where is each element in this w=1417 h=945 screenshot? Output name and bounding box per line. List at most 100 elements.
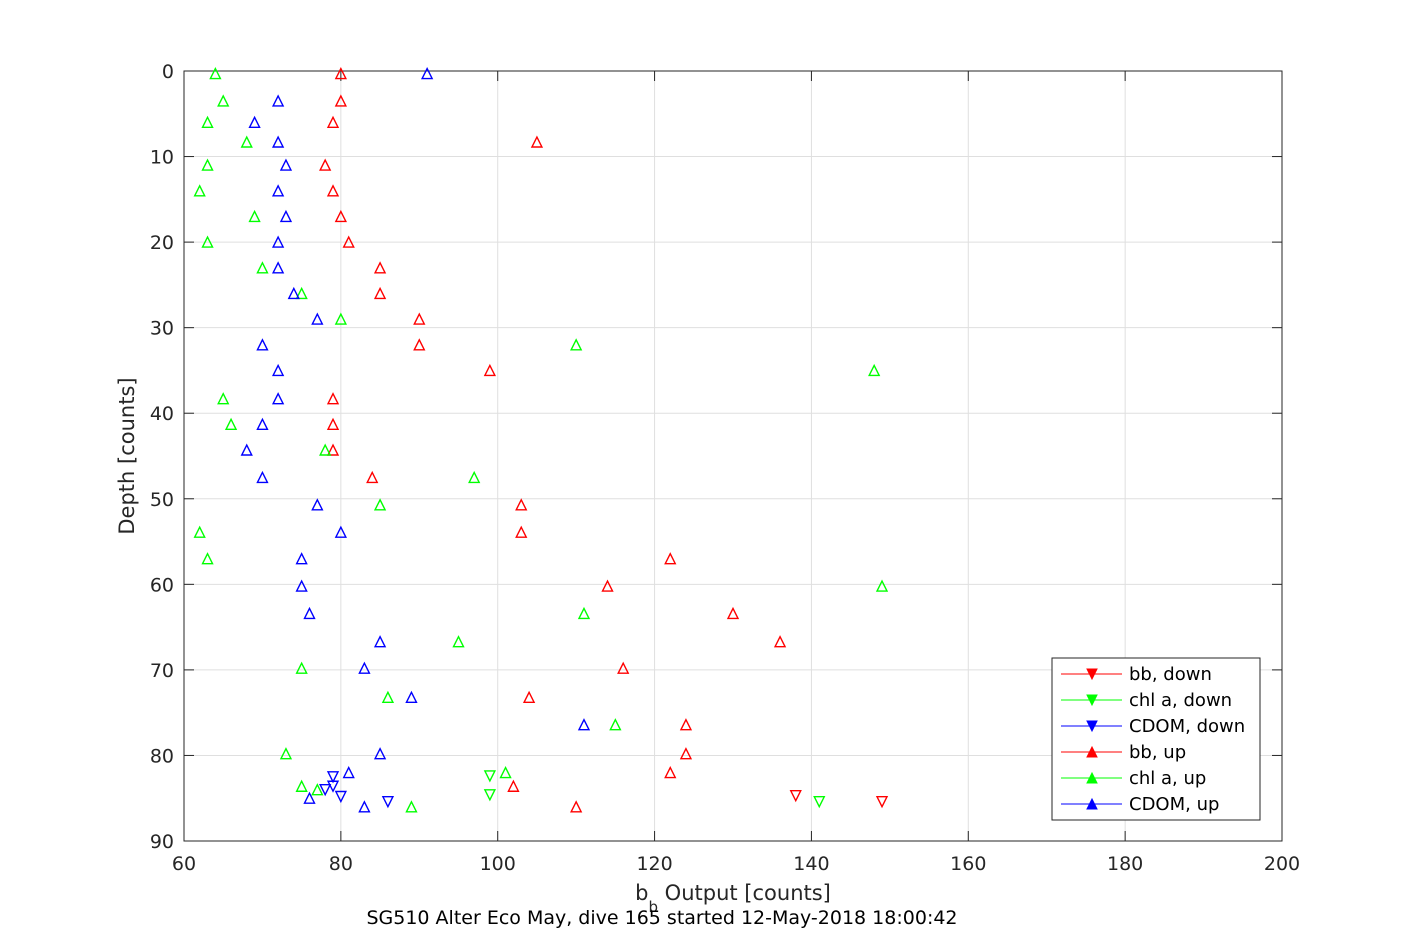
legend-label: bb, up [1129,742,1186,763]
data-point [570,800,583,813]
data-point [311,498,324,511]
data-point [279,158,293,171]
data-point [334,209,347,223]
data-point [201,235,214,248]
y-tick-label: 0 [162,61,174,83]
data-point [271,184,285,197]
data-point [271,363,285,377]
data-point [279,209,293,223]
legend-label: bb, down [1129,664,1212,685]
legend-label: chl a, up [1129,768,1206,789]
y-tick-label: 90 [150,831,174,853]
data-point [570,338,583,351]
data-point [334,94,347,107]
data-point [413,338,426,351]
data-point [256,261,269,274]
y-tick-label: 40 [150,403,174,425]
data-point [248,209,261,223]
legend: bb, down chl a, down CDOM, down bb, up chl a… [1051,657,1261,821]
y-tick-label: 10 [150,147,174,169]
data-point [224,417,238,431]
data-point [248,115,261,129]
data-point [452,635,465,648]
data-point [373,498,387,511]
y-axis-label: Depth [counts] [115,377,139,534]
data-point [326,780,340,793]
data-point [601,579,614,592]
data-point [256,470,269,484]
data-point [271,94,285,107]
x-tick-label: 60 [172,853,196,875]
data-point [617,661,630,674]
data-point [279,747,293,760]
ticks [183,70,1283,842]
data-point [679,747,693,760]
data-point [334,312,347,325]
data-point [420,67,434,80]
data-point [577,718,591,731]
chart-title: SG510 Alter Eco May, dive 165 started 12… [366,907,957,929]
x-tick-label: 100 [480,853,516,875]
data-point [319,443,332,456]
data-point [413,312,426,325]
data-point [373,747,387,760]
data-point [868,363,881,377]
data-point [664,552,677,565]
data-point [201,158,214,171]
y-tick-label: 70 [150,660,174,682]
y-tick-label: 60 [150,574,174,596]
data-point [295,779,308,792]
data-point [515,525,528,538]
data-point [507,779,520,792]
data-point [193,184,206,197]
data-point [311,783,324,796]
data-point [468,470,481,484]
data-point [319,158,332,171]
data-point [334,525,347,538]
data-point [295,579,308,592]
data-point [334,790,347,804]
x-tick-label: 80 [329,853,353,875]
data-point [256,338,269,351]
data-point [381,690,395,703]
data-point [319,783,332,797]
data-point [483,363,497,377]
data-point [326,392,340,405]
data-point [373,635,387,648]
data-point [358,800,371,813]
data-point [499,765,512,779]
data-point [240,443,253,456]
data-point [483,770,497,783]
legend-label: CDOM, up [1129,794,1219,815]
data-point [256,417,269,431]
legend-marker [1086,771,1098,784]
y-tick-labels: 0 10 20 30 40 50 60 70 80 90 [150,61,174,853]
data-point [326,771,340,784]
y-tick-label: 30 [150,318,174,340]
data-point [405,800,418,813]
x-axis-label-rest: Output [counts] [658,881,831,905]
data-points [193,67,889,813]
x-tick-label: 160 [950,853,986,875]
data-point [366,470,379,484]
data-point [813,795,826,809]
data-point [217,392,230,405]
x-tick-labels: 60 80 100 120 140 160 180 200 [172,853,1300,875]
data-point [789,789,802,803]
legend-label: CDOM, down [1129,716,1245,737]
legend-box [1051,657,1261,821]
data-point [530,135,544,148]
data-point [201,115,214,129]
data-point [311,312,324,325]
data-point [875,579,889,592]
data-point [373,286,387,300]
x-axis-label-subscript: b [648,898,658,916]
legend-marker [1086,668,1098,681]
plot-frame [183,70,1283,842]
data-point [609,718,622,731]
data-point [303,791,316,804]
data-point [295,552,308,565]
data-point [577,606,591,620]
data-point [679,718,693,731]
